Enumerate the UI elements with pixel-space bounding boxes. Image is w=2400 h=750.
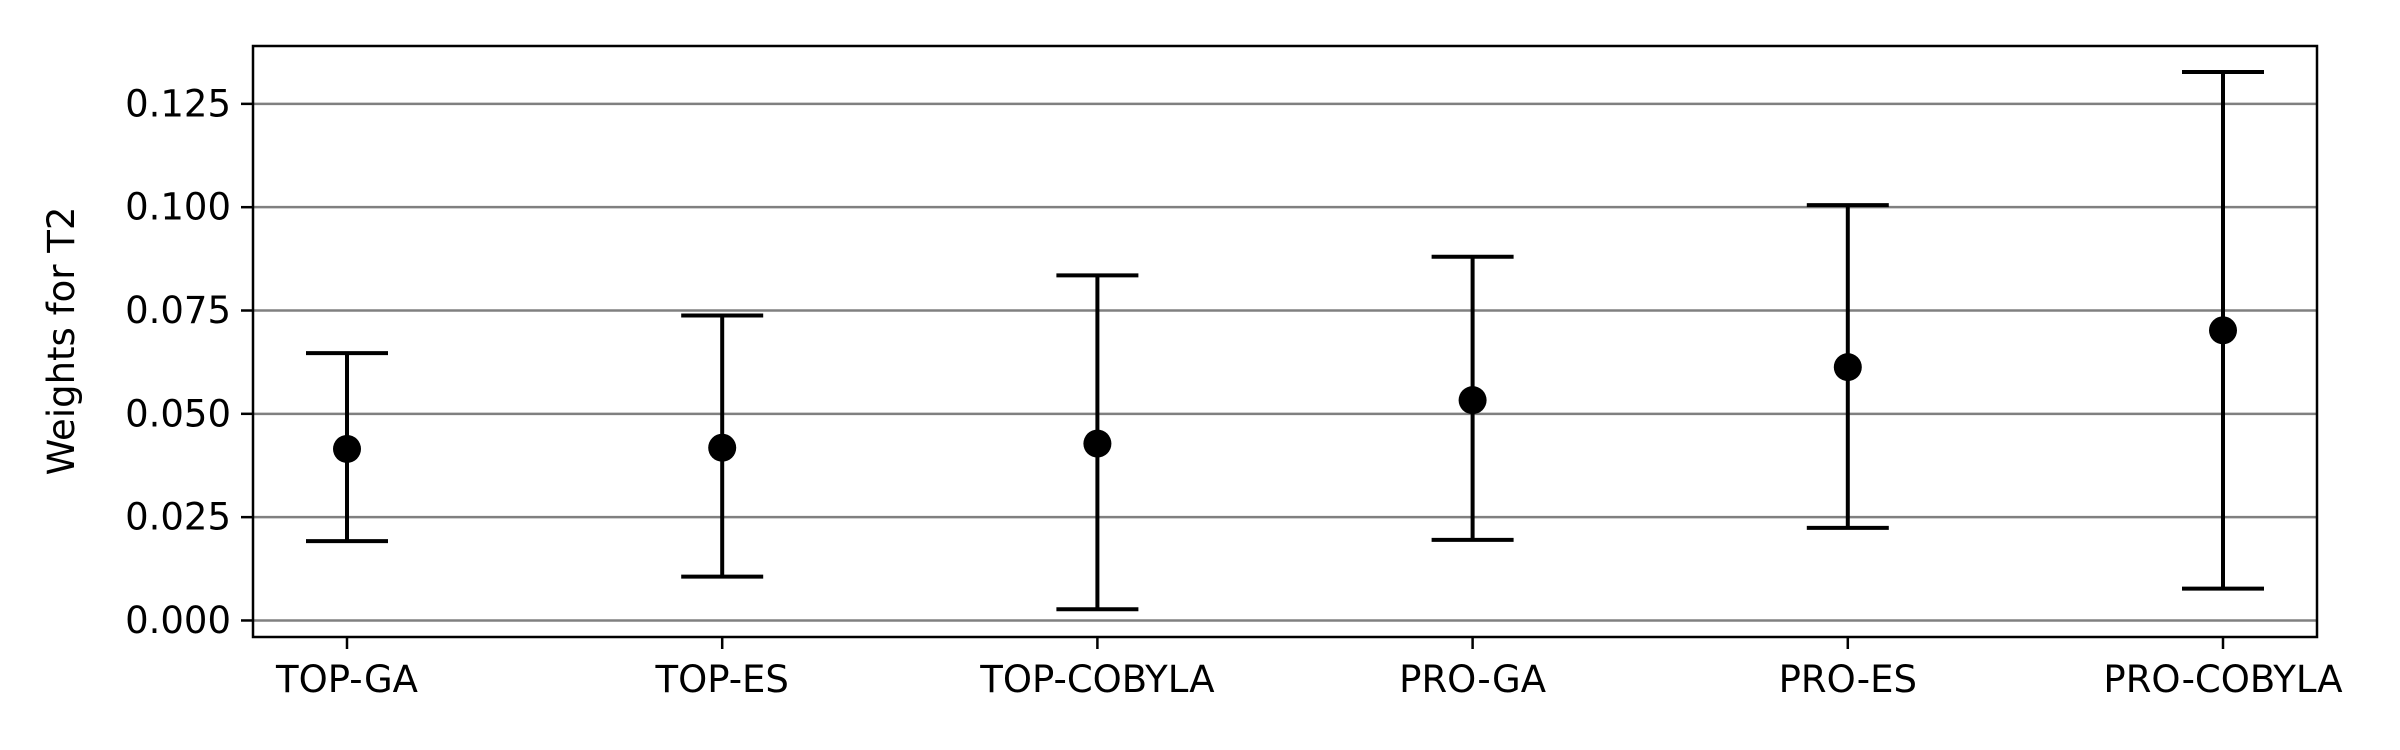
x-axis-ticks: TOP-GA TOP-ES TOP-COBYLA PRO-GA PRO-ES PRO-CO… xyxy=(275,637,2343,701)
x-tick-label: TOP-ES xyxy=(654,658,788,701)
grid-lines xyxy=(253,102,2317,622)
x-tick-label: PRO-GA xyxy=(1399,658,1546,701)
data-point xyxy=(708,433,737,462)
y-tick-label: 0.075 xyxy=(125,289,231,332)
y-axis-ticks: 0.000 0.025 0.050 0.075 0.100 0.125 xyxy=(125,82,253,642)
data-point xyxy=(1083,429,1112,458)
y-tick-label: 0.050 xyxy=(125,392,231,435)
data-point xyxy=(1833,353,1862,382)
error-bar-series xyxy=(306,70,2264,612)
y-axis-title: Weights for T2 xyxy=(40,207,83,476)
y-tick-label: 0.100 xyxy=(125,186,231,229)
data-point xyxy=(1458,386,1487,415)
y-tick-label: 0.025 xyxy=(125,496,231,539)
data-point xyxy=(2209,316,2237,345)
data-point xyxy=(333,434,361,463)
x-tick-label: PRO-COBYLA xyxy=(2103,658,2342,701)
plot-frame xyxy=(251,44,2319,639)
x-tick-label: TOP-COBYLA xyxy=(979,658,1214,701)
y-tick-label: 0.125 xyxy=(125,82,231,125)
x-tick-label: TOP-GA xyxy=(275,658,418,701)
x-tick-label: PRO-ES xyxy=(1779,658,1917,701)
y-tick-label: 0.000 xyxy=(125,599,231,642)
